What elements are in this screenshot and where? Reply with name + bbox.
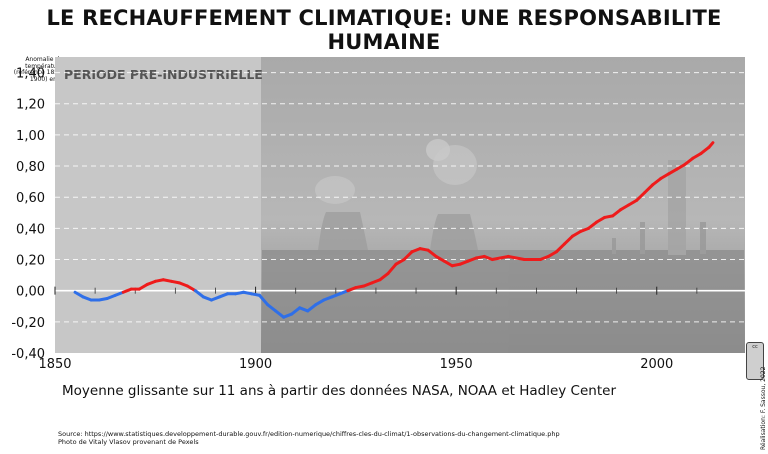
x-tick-label: 1850 (38, 357, 71, 372)
preindustrial-background (55, 57, 261, 353)
y-axis: -0,40 -0,20 0,00 0,20 0,40 0,60 0,80 1,00 1,20 1,… (11, 67, 45, 362)
factory-silhouette (262, 139, 744, 353)
series-segment (426, 248, 438, 258)
series-segment (643, 183, 655, 195)
y-tick-label: 1,40 (16, 67, 45, 82)
series-segment (707, 141, 715, 149)
series-segment (571, 229, 583, 238)
series-segment (619, 203, 631, 212)
series-segment (434, 254, 446, 263)
series-segment (627, 198, 639, 207)
series-segment (394, 258, 406, 266)
y-tick-label: 0,00 (16, 285, 45, 300)
series-segment (683, 156, 695, 166)
series-segment (185, 284, 197, 293)
series-segment (611, 208, 623, 218)
series-segment (386, 262, 398, 276)
y-tick-label: -0,40 (11, 347, 45, 362)
series-segment (274, 309, 286, 319)
x-tick-label: 1900 (239, 357, 272, 372)
source-note: Source: https://www.statistiques.develop… (58, 430, 560, 446)
series-segment (402, 250, 414, 262)
series-segment (378, 272, 390, 282)
series-segment (290, 306, 302, 316)
series-segment (699, 145, 711, 156)
series-segment (73, 290, 85, 299)
y-tick-label: 0,60 (16, 191, 45, 206)
series-segment (659, 172, 671, 181)
series-segment (258, 293, 270, 307)
source-url: Source: https://www.statistiques.develop… (58, 430, 560, 438)
x-tick-label: 2000 (640, 357, 673, 372)
series-segment (442, 259, 454, 268)
series-segment (651, 177, 663, 187)
x-axis: 1850 1900 1950 2000 (38, 286, 698, 372)
y-tick-label: 1,00 (16, 129, 45, 144)
series-segment (635, 191, 647, 202)
series-segment (667, 167, 679, 176)
y-tick-label: 0,80 (16, 160, 45, 175)
y-tick-label: 0,20 (16, 254, 45, 269)
series-segment (546, 250, 558, 258)
x-tick-label: 1950 (440, 357, 473, 372)
series-segment (137, 282, 149, 291)
chart-caption: Moyenne glissante sur 11 ans à partir de… (62, 383, 616, 399)
series-segment (193, 289, 205, 299)
series-segment (562, 234, 574, 246)
y-tick-label: 1,20 (16, 98, 45, 113)
temperature-series (73, 141, 715, 319)
y-tick-label: -0,20 (11, 316, 45, 331)
photo-credit: Photo de Vitaly Vlasov provenant de Pexe… (58, 438, 199, 446)
series-segment (691, 152, 703, 160)
series-segment (595, 215, 607, 224)
series-segment (675, 162, 687, 171)
y-tick-label: 0,40 (16, 222, 45, 237)
preindustrial-label: PERIODE PRE-INDUSTRIELLE (64, 67, 263, 82)
series-segment (314, 298, 326, 307)
series-segment (266, 303, 278, 313)
cc-license-icon: cc (746, 342, 764, 380)
cc-label: cc (752, 344, 758, 350)
series-segment (554, 242, 566, 254)
series-segment (587, 220, 599, 230)
series-segment (306, 303, 318, 313)
author-credit: Réalisation: F. Sassou, 2022 (760, 366, 767, 450)
chart-title: LE RECHAUFFEMENT CLIMATIQUE: UNE RESPONS… (46, 6, 722, 54)
gridlines (55, 72, 745, 323)
